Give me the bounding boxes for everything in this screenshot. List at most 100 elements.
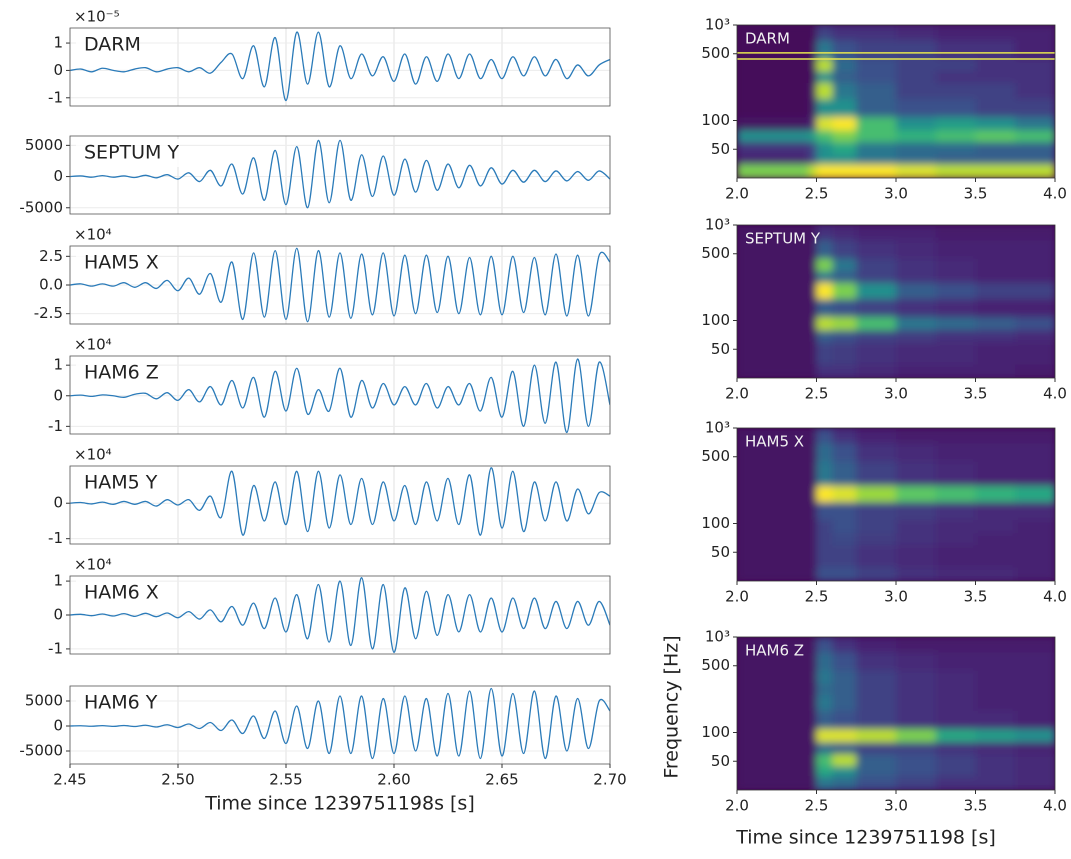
heatmap-cell [808, 694, 817, 711]
heatmap-cell [975, 741, 1016, 755]
plot-frame [69, 27, 611, 107]
heatmap-cell [808, 298, 817, 318]
signal-line [70, 139, 610, 209]
heatmap-cell [896, 485, 937, 502]
heatmap-cell [896, 364, 937, 378]
heatmap-cell [832, 651, 857, 671]
heatmap-cell [856, 651, 897, 671]
heatmap-cell [975, 39, 1016, 59]
heatmap-cell [896, 270, 937, 283]
heatmap-cell [816, 141, 833, 155]
heatmap-cell [935, 501, 976, 521]
heatmap-cell [832, 141, 857, 155]
heatmap-cell [1015, 694, 1055, 711]
heatmap-cell [975, 710, 1016, 730]
heatmap-cell [816, 353, 833, 365]
heatmap-cell [856, 239, 897, 259]
heatmap-cell [737, 270, 810, 283]
heatmap-cell [856, 501, 897, 521]
heatmap-cell [935, 298, 976, 318]
heatmap-cell [832, 316, 857, 331]
heatmap-cell [832, 153, 857, 165]
heatmap-cell [832, 428, 857, 444]
heatmap-cell [808, 501, 817, 521]
heatmap-cell [816, 682, 833, 695]
heatmap-cell [808, 461, 817, 475]
heatmap-cell [808, 753, 817, 767]
heatmap-cell [808, 567, 817, 581]
channel-label: SEPTUM Y [84, 142, 179, 164]
heatmap-cell [808, 98, 817, 118]
heatmap-cell [816, 316, 833, 331]
heatmap-cell [975, 153, 1016, 165]
heatmap-cell [832, 556, 857, 568]
heatmap-cell [816, 461, 833, 475]
y-tick-label: -5000 [19, 198, 63, 216]
heatmap-cell [856, 329, 897, 343]
heatmap-cell [816, 225, 833, 241]
heatmap-cell [975, 670, 1016, 684]
heatmap-cell [935, 694, 976, 711]
heatmap-cell [856, 637, 897, 653]
x-tick-label: 2.5 [805, 185, 829, 203]
heatmap-cell [808, 329, 817, 343]
plot-frame [69, 575, 611, 655]
heatmap-cell [816, 776, 833, 790]
heatmap-cell [935, 753, 976, 767]
heatmap-cell [856, 25, 897, 41]
heatmap-cell [832, 544, 857, 558]
heatmap-cell [737, 544, 810, 558]
x-tick-label: 3.5 [964, 185, 988, 203]
heatmap-cell [975, 298, 1016, 318]
label-box [76, 139, 180, 167]
heatmap-cell [808, 532, 817, 546]
heatmap-cell [832, 637, 857, 653]
heatmap-cell [737, 776, 810, 790]
heatmap-cell [856, 461, 897, 475]
heatmap-cell [1015, 239, 1055, 259]
heatmap-cell [737, 141, 810, 155]
heatmap-cell [856, 670, 897, 684]
heatmap-cell [737, 670, 810, 684]
heatmap-cell [737, 225, 810, 241]
heatmap-cell [896, 25, 937, 41]
heatmap-cell [832, 225, 857, 241]
channel-label: HAM6 Z [84, 362, 159, 384]
heatmap-cell [896, 428, 937, 444]
heatmap-cell [935, 153, 976, 165]
heatmap [737, 225, 1055, 378]
heatmap-cell [737, 116, 810, 131]
heatmap-cell [1015, 473, 1055, 486]
heatmap-cell [896, 776, 937, 790]
heatmap-cell [856, 153, 897, 165]
heatmap-cell [935, 282, 976, 299]
heatmap-cell [1015, 753, 1055, 767]
heatmap-cell [935, 442, 976, 462]
x-tick-label: 2.0 [725, 797, 749, 815]
plot-frame [69, 355, 611, 435]
heatmap-cell [935, 225, 976, 241]
x-tick-label: 3.0 [884, 797, 908, 815]
heatmap-cell [935, 473, 976, 486]
y-tick-label: 100 [701, 514, 730, 532]
heatmap-cell [832, 116, 857, 131]
heatmap-cell [816, 651, 833, 671]
plot-background [70, 356, 610, 434]
heatmap-cell [808, 82, 817, 99]
heatmap-cell [808, 682, 817, 695]
heatmap-cell [1015, 153, 1055, 165]
heatmap-cell [935, 353, 976, 365]
heatmap-cell [856, 473, 897, 486]
channel-label: HAM5 X [84, 252, 159, 274]
x-tick-label: 2.0 [725, 185, 749, 203]
heatmap-cell [816, 239, 833, 259]
x-tick-label: 4.0 [1043, 797, 1067, 815]
label-box [76, 249, 156, 277]
heatmap-cell [935, 82, 976, 99]
heatmap-cell [896, 556, 937, 568]
heatmap-cell [896, 353, 937, 365]
heatmap-cell [816, 567, 833, 581]
heatmap-cell [1015, 341, 1055, 355]
scale-label: ×10⁴ [74, 226, 112, 244]
heatmap-cell [1015, 670, 1055, 684]
